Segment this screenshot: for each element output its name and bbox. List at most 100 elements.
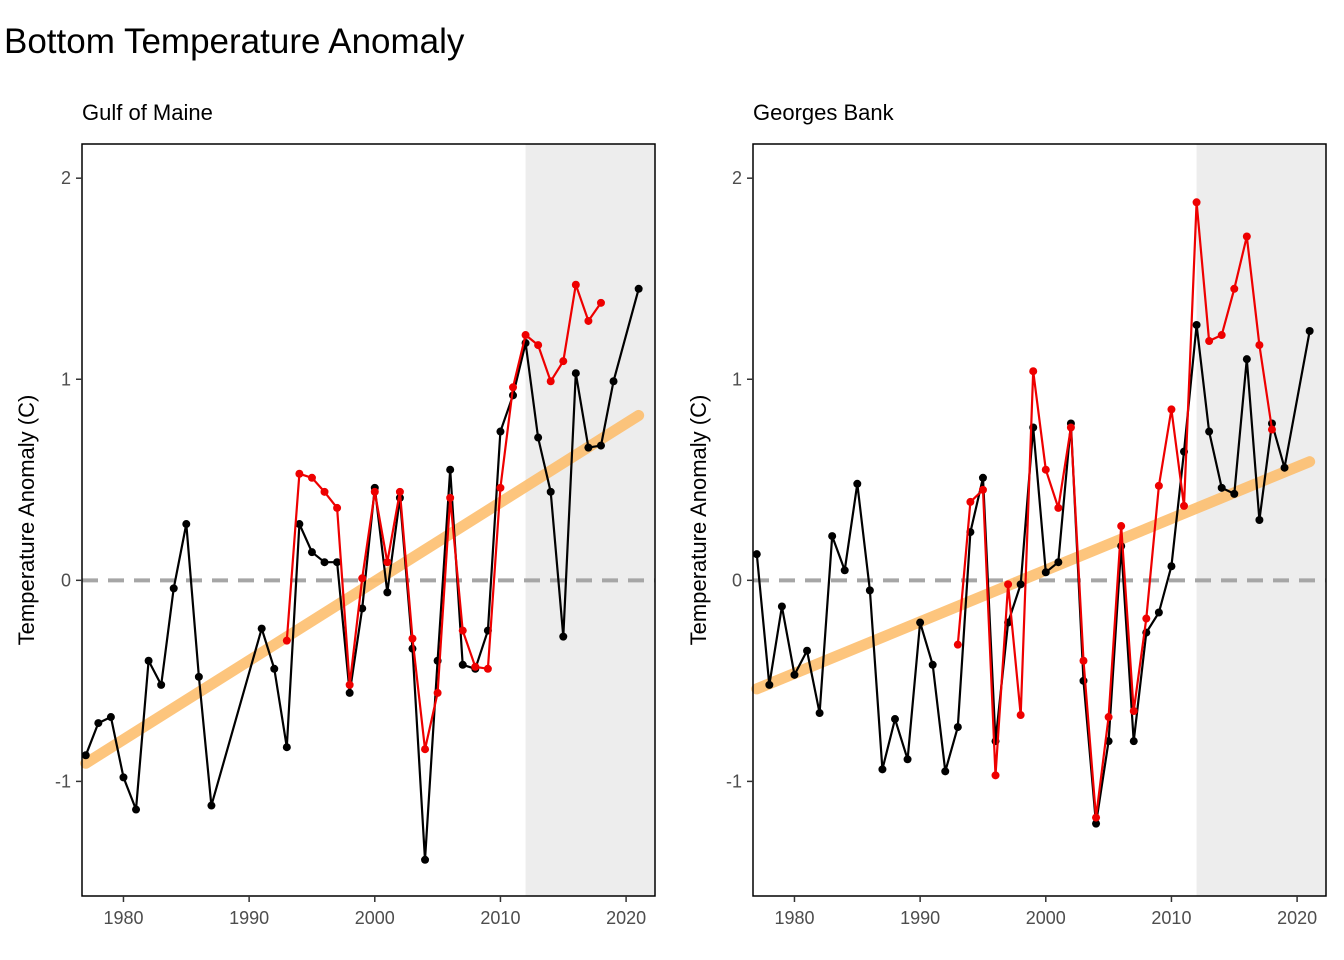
observed-data-point bbox=[878, 765, 887, 774]
x-tick-label: 2000 bbox=[1026, 908, 1066, 928]
observed-data-point bbox=[1129, 737, 1138, 746]
observed-data-point bbox=[257, 624, 266, 633]
observed-data-point bbox=[790, 670, 799, 679]
observed-data-point bbox=[828, 532, 837, 541]
x-tick-label: 2000 bbox=[355, 908, 395, 928]
model-data-point bbox=[1117, 522, 1126, 531]
y-tick-label: 1 bbox=[61, 369, 71, 389]
observed-data-point bbox=[282, 743, 291, 752]
model-data-point bbox=[978, 485, 987, 494]
observed-data-point bbox=[270, 664, 279, 673]
x-tick-label: 2020 bbox=[1277, 908, 1317, 928]
x-tick-label: 1980 bbox=[774, 908, 814, 928]
model-data-point bbox=[1167, 405, 1176, 414]
observed-data-point bbox=[890, 715, 899, 724]
panel-georges-bank: Georges Bank 1980 1990 2000 2010 2020 -1 0 1 2 Tem… bbox=[686, 100, 1327, 928]
model-data-point bbox=[1104, 713, 1113, 722]
y-tick-label: -1 bbox=[55, 771, 71, 791]
observed-data-point bbox=[777, 602, 786, 611]
observed-data-point bbox=[383, 588, 392, 597]
observed-data-point bbox=[446, 465, 455, 474]
observed-data-point bbox=[333, 558, 342, 567]
x-tick-label: 2010 bbox=[480, 908, 520, 928]
model-data-point bbox=[295, 469, 304, 478]
model-data-point bbox=[458, 626, 467, 635]
x-tick-label: 1990 bbox=[900, 908, 940, 928]
model-data-point bbox=[282, 636, 291, 645]
observed-data-point bbox=[853, 479, 862, 488]
observed-data-point bbox=[458, 660, 467, 669]
observed-data-point bbox=[1305, 326, 1314, 335]
observed-data-point bbox=[1092, 819, 1101, 828]
observed-data-point bbox=[534, 433, 543, 442]
observed-data-point bbox=[584, 443, 593, 452]
model-data-point bbox=[433, 688, 442, 697]
observed-data-point bbox=[596, 441, 605, 450]
model-data-point bbox=[1079, 656, 1088, 665]
observed-data-point bbox=[765, 680, 774, 689]
panel-border bbox=[752, 143, 1327, 897]
model-data-point bbox=[953, 640, 962, 649]
model-data-point bbox=[370, 487, 379, 496]
model-data-point bbox=[1255, 341, 1264, 350]
y-tick-label: 0 bbox=[61, 570, 71, 590]
trend-line bbox=[751, 456, 1316, 695]
observed-data-point bbox=[609, 377, 618, 386]
model-data-point bbox=[307, 473, 316, 482]
observed-data-point bbox=[1154, 608, 1163, 617]
panel-subtitle: Georges Bank bbox=[753, 100, 895, 125]
model-data-point bbox=[1066, 423, 1075, 432]
observed-data-point bbox=[157, 680, 166, 689]
observed-data-point bbox=[1016, 580, 1025, 589]
model-series-line bbox=[285, 283, 602, 751]
panel-subtitle: Gulf of Maine bbox=[82, 100, 213, 125]
model-data-point bbox=[1205, 337, 1214, 346]
observed-data-point bbox=[916, 618, 925, 627]
model-data-point bbox=[1230, 284, 1239, 293]
observed-data-point bbox=[903, 755, 912, 764]
panel-border bbox=[81, 143, 656, 897]
observed-data-point bbox=[1167, 562, 1176, 571]
observed-data-point bbox=[1117, 542, 1126, 551]
observed-data-point bbox=[1205, 427, 1214, 436]
observed-data-point bbox=[559, 632, 568, 641]
model-data-point bbox=[1092, 813, 1101, 822]
observed-data-point bbox=[320, 558, 329, 567]
model-data-point bbox=[471, 662, 480, 671]
model-data-point bbox=[408, 634, 417, 643]
observed-data-point bbox=[941, 767, 950, 776]
y-tick-label: 2 bbox=[732, 168, 742, 188]
y-tick-label: -1 bbox=[726, 771, 742, 791]
observed-data-point bbox=[953, 723, 962, 732]
model-data-point bbox=[509, 383, 518, 392]
panel-gulf-of-maine: Gulf of Maine 1980 1990 2000 2010 2020 -1 0 1 2 Te… bbox=[14, 100, 656, 928]
observed-data-point bbox=[1054, 558, 1063, 567]
observed-data-point bbox=[1217, 483, 1226, 492]
observed-data-point bbox=[803, 646, 812, 655]
observed-data-point bbox=[169, 584, 178, 593]
model-data-point bbox=[1192, 198, 1201, 207]
model-data-point bbox=[320, 487, 329, 496]
model-data-point bbox=[395, 487, 404, 496]
observed-data-point bbox=[207, 801, 216, 810]
model-data-point bbox=[1041, 465, 1050, 474]
observed-data-point bbox=[421, 855, 430, 864]
model-data-point bbox=[584, 316, 593, 325]
observed-data-point bbox=[194, 672, 203, 681]
model-data-point bbox=[383, 558, 392, 567]
y-tick-label: 0 bbox=[732, 570, 742, 590]
observed-data-point bbox=[307, 548, 316, 557]
model-data-point bbox=[1129, 707, 1138, 716]
observed-data-point bbox=[132, 805, 141, 814]
model-data-point bbox=[534, 341, 543, 350]
observed-data-point bbox=[571, 369, 580, 378]
observed-data-point bbox=[1230, 489, 1239, 498]
y-axis-label: Temperature Anomaly (C) bbox=[686, 395, 711, 646]
chart-title: Bottom Temperature Anomaly bbox=[4, 22, 465, 61]
model-data-point bbox=[991, 771, 1000, 780]
observed-data-point bbox=[1242, 355, 1251, 364]
model-data-point bbox=[483, 664, 492, 673]
recent-period-shade bbox=[525, 144, 655, 896]
model-data-point bbox=[1016, 711, 1025, 720]
model-data-point bbox=[1154, 481, 1163, 490]
